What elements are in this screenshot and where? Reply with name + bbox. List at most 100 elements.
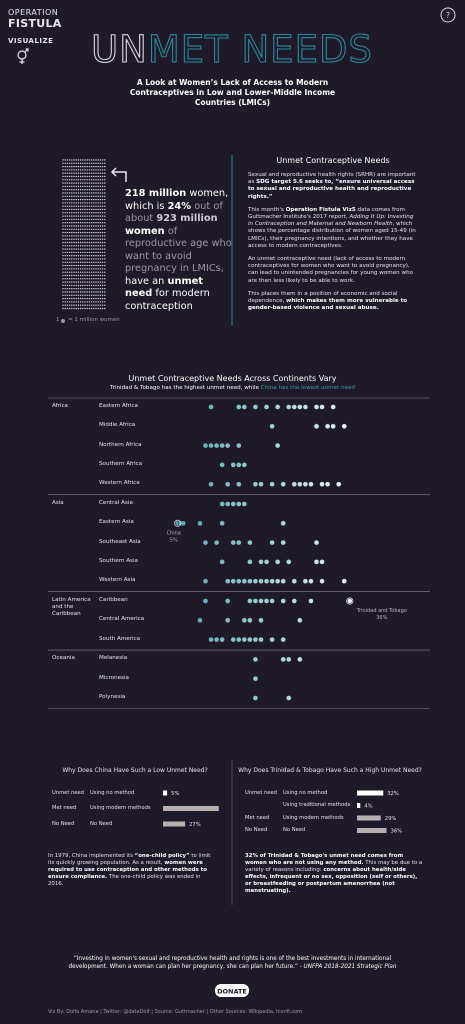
waffle-dot xyxy=(73,248,75,250)
waffle-dot xyxy=(88,251,91,254)
waffle-dot xyxy=(66,258,69,260)
group-label: Latin America and the Caribbean xyxy=(52,597,91,617)
country-dot xyxy=(213,442,220,449)
waffle-dot xyxy=(86,228,88,230)
waffle-dot xyxy=(82,179,84,181)
waffle-dot xyxy=(79,241,82,244)
waffle-dot xyxy=(68,235,71,237)
waffle-dot xyxy=(64,202,66,204)
waffle-dot xyxy=(62,222,64,224)
country-dot xyxy=(236,539,242,546)
waffle-dot xyxy=(97,248,99,250)
panel-text: Sexual and reproductive health rights (S… xyxy=(248,172,420,318)
waffle-dot xyxy=(86,307,88,310)
waffle-dot xyxy=(88,215,91,217)
waffle-dot xyxy=(82,189,84,191)
waffle-dot xyxy=(71,255,73,257)
waffle-dot xyxy=(99,179,102,181)
stat-text: women xyxy=(125,225,165,237)
visualize-link[interactable]: VISUALIZE xyxy=(8,37,54,45)
paragraph-text: Operation Fistula Viz5 xyxy=(285,206,356,213)
value-label: 27% xyxy=(189,822,201,828)
waffle-dot xyxy=(90,307,93,310)
waffle-dot xyxy=(88,264,91,267)
waffle-dot xyxy=(82,225,84,227)
waffle-dot xyxy=(62,248,64,250)
help-text[interactable]: ? xyxy=(446,11,450,20)
country-dot xyxy=(219,462,225,468)
waffle-dot xyxy=(66,175,69,178)
waffle-dot xyxy=(86,251,88,254)
country-dot xyxy=(308,598,314,604)
waffle-dot xyxy=(86,238,88,240)
value-label: 36% xyxy=(391,829,403,835)
waffle-dot xyxy=(62,301,64,303)
waffle-dot xyxy=(99,304,102,306)
waffle-dot xyxy=(77,288,80,290)
waffle-dot xyxy=(62,162,64,164)
note-text: The one-child policy was ended in 2016. xyxy=(48,874,201,887)
waffle-dot xyxy=(101,182,104,184)
waffle-dot xyxy=(95,225,97,227)
waffle-dot xyxy=(82,271,84,273)
country-dot xyxy=(269,598,275,604)
waffle-dot xyxy=(95,162,97,164)
waffle-dot xyxy=(71,222,73,224)
waffle-dot xyxy=(66,294,69,296)
waffle-dot xyxy=(84,268,86,270)
waffle-dot xyxy=(73,307,75,310)
note-text: “one-child policy” xyxy=(134,853,190,859)
waffle-dot xyxy=(97,278,99,280)
waffle-dot xyxy=(101,231,104,234)
waffle-dot xyxy=(95,212,97,214)
waffle-dot xyxy=(66,291,69,293)
waffle-dot xyxy=(97,189,99,191)
waffle-dot xyxy=(99,235,102,237)
waffle-dot xyxy=(93,245,95,247)
waffle-dot xyxy=(68,182,71,184)
waffle-dot xyxy=(99,195,102,197)
country-dot xyxy=(219,501,225,507)
waffle-dot xyxy=(66,228,69,230)
waffle-dot xyxy=(97,251,99,254)
waffle-dot xyxy=(73,202,75,204)
waffle-dot xyxy=(88,297,91,300)
country-dot xyxy=(269,423,275,429)
paragraph-text: which makes them more vulnerable to gend… xyxy=(248,298,408,312)
group-label: No Need xyxy=(52,820,75,827)
waffle-dot xyxy=(62,169,64,171)
waffle-dot xyxy=(73,225,75,227)
waffle-dot xyxy=(86,195,88,197)
waffle-dot xyxy=(84,258,86,260)
waffle-dot xyxy=(84,225,86,227)
waffle-dot xyxy=(66,212,69,214)
waffle-dot xyxy=(97,162,99,164)
waffle-dot xyxy=(77,261,80,263)
waffle-dot xyxy=(84,202,86,204)
waffle-dot xyxy=(73,235,75,237)
waffle-dot xyxy=(84,238,86,240)
waffle-dot xyxy=(79,297,82,300)
waffle-dot xyxy=(79,251,82,254)
waffle-dot xyxy=(93,304,95,306)
waffle-dot xyxy=(88,288,91,290)
waffle-dot xyxy=(75,185,77,188)
waffle-dot xyxy=(104,258,106,260)
waffle-dot xyxy=(82,307,84,310)
waffle-dot xyxy=(88,304,91,306)
waffle-dot xyxy=(84,182,86,184)
waffle-dot xyxy=(82,261,84,263)
waffle-dot xyxy=(68,198,71,201)
arrow-icon xyxy=(110,167,127,182)
waffle-dot xyxy=(75,228,77,230)
waffle-dot xyxy=(101,189,104,191)
waffle-dot xyxy=(104,264,106,267)
help-icon[interactable] xyxy=(440,7,456,23)
donate-button[interactable] xyxy=(215,984,249,997)
waffle-dot xyxy=(64,172,66,174)
waffle-dot xyxy=(68,264,71,267)
donate-text[interactable]: DONATE xyxy=(217,988,247,996)
waffle-dot xyxy=(82,291,84,293)
chart-title: Why Does China Have Such a Low Unmet Nee… xyxy=(62,767,208,774)
waffle-dot xyxy=(79,238,82,240)
